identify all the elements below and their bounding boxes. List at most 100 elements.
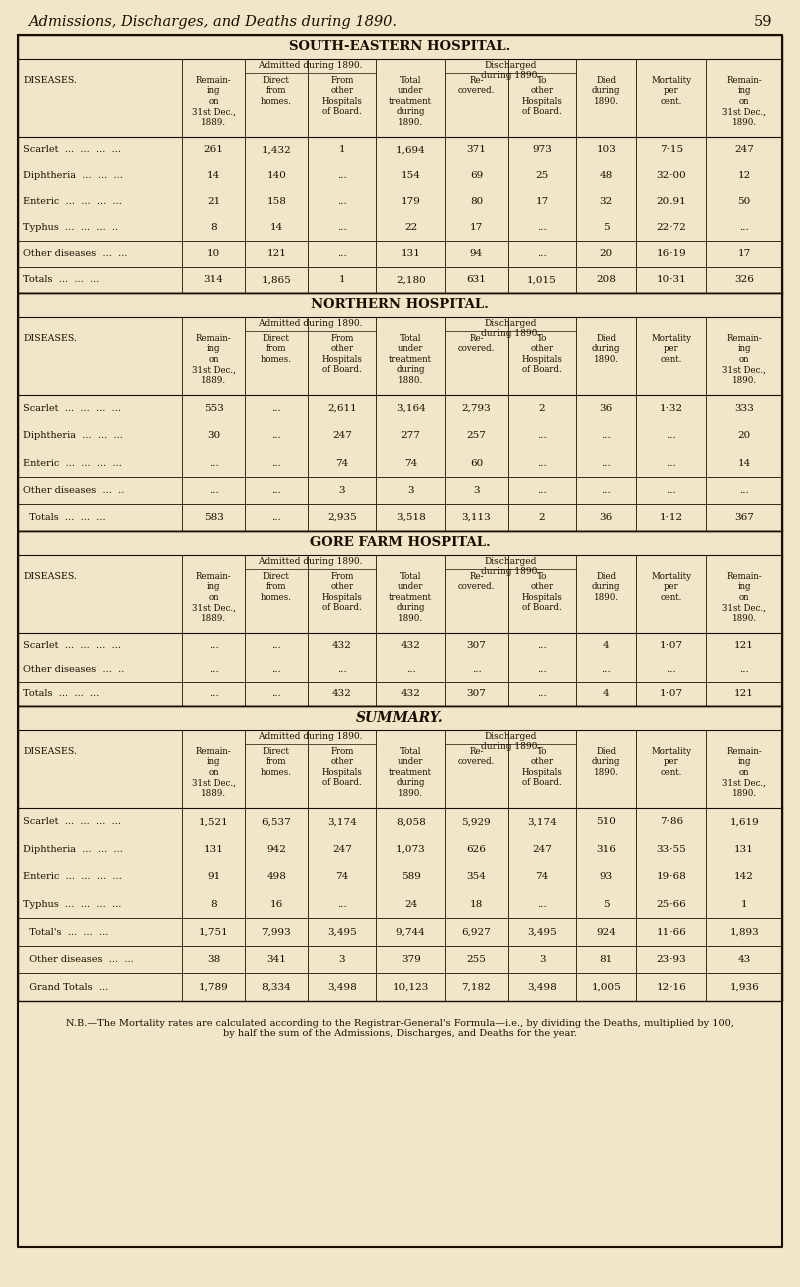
Text: 1,432: 1,432 [262,145,291,154]
Text: Re-
covered.: Re- covered. [458,76,495,95]
Text: 7·15: 7·15 [660,145,682,154]
Text: 17: 17 [535,197,549,206]
Text: 1·12: 1·12 [660,514,682,523]
Text: Total
under
treatment
during
1890.: Total under treatment during 1890. [389,746,432,798]
Text: 25·66: 25·66 [656,900,686,909]
Text: 22: 22 [404,224,418,233]
Text: 10,123: 10,123 [393,983,429,992]
Text: 1·32: 1·32 [660,404,682,413]
Text: ...: ... [538,900,547,909]
Text: 16·19: 16·19 [656,250,686,259]
Text: 8: 8 [210,224,217,233]
Text: 354: 354 [466,873,486,882]
Text: 2,793: 2,793 [462,404,491,413]
Text: 12: 12 [738,171,751,180]
Text: Grand Totals  ...: Grand Totals ... [23,983,108,992]
Text: Enteric  ...  ...  ...  ...: Enteric ... ... ... ... [23,197,122,206]
Text: 32: 32 [600,197,613,206]
Text: Admitted during 1890.: Admitted during 1890. [258,319,363,328]
Text: 333: 333 [734,404,754,413]
Text: ...: ... [602,431,611,440]
Text: 179: 179 [401,197,421,206]
Text: 3: 3 [538,955,546,964]
Text: Scarlet  ...  ...  ...  ...: Scarlet ... ... ... ... [23,817,121,826]
Text: 14: 14 [738,458,751,467]
Text: 11·66: 11·66 [656,928,686,937]
Text: 94: 94 [470,250,483,259]
Text: Scarlet  ...  ...  ...  ...: Scarlet ... ... ... ... [23,641,121,650]
Text: 2: 2 [538,514,546,523]
Text: Totals  ...  ...  ...: Totals ... ... ... [23,514,106,523]
Text: Mortality
per
cent.: Mortality per cent. [651,335,691,364]
Text: 17: 17 [738,250,751,259]
Text: 22·72: 22·72 [656,224,686,233]
Text: 36: 36 [600,514,613,523]
Text: Discharged
during 1890.: Discharged during 1890. [481,732,541,752]
Text: Admissions, Discharges, and Deaths during 1890.: Admissions, Discharges, and Deaths durin… [28,15,397,30]
Text: 10: 10 [207,250,220,259]
Text: 20: 20 [600,250,613,259]
Text: ...: ... [337,171,347,180]
Text: 36: 36 [600,404,613,413]
Text: ...: ... [271,485,281,494]
Text: 261: 261 [204,145,223,154]
Text: 9,744: 9,744 [396,928,426,937]
Text: Direct
from
homes.: Direct from homes. [261,746,292,777]
Text: From
other
Hospitals
of Board.: From other Hospitals of Board. [322,76,362,116]
Text: 589: 589 [401,873,421,882]
Text: Admitted during 1890.: Admitted during 1890. [258,60,363,69]
Text: 12·16: 12·16 [656,983,686,992]
Text: 3: 3 [473,485,480,494]
Bar [18,35,782,293]
Text: 341: 341 [266,955,286,964]
Text: 7·86: 7·86 [660,817,682,826]
Text: ...: ... [666,485,676,494]
Text: Re-
covered.: Re- covered. [458,746,495,766]
Text: ...: ... [271,404,281,413]
Text: 1,865: 1,865 [262,275,291,284]
Text: ...: ... [538,485,547,494]
Text: DISEASES.: DISEASES. [23,76,77,85]
Bar [18,532,782,707]
Text: 103: 103 [596,145,616,154]
Text: ...: ... [666,665,676,674]
Text: 14: 14 [207,171,220,180]
Text: From
other
Hospitals
of Board.: From other Hospitals of Board. [322,746,362,788]
Text: 30: 30 [207,431,220,440]
Text: SUMMARY.: SUMMARY. [356,710,444,725]
Text: 14: 14 [270,224,283,233]
Text: ...: ... [666,458,676,467]
Text: 18: 18 [470,900,483,909]
Text: 326: 326 [734,275,754,284]
Text: 942: 942 [266,844,286,853]
Text: 3,498: 3,498 [327,983,357,992]
Text: ...: ... [271,665,281,674]
Text: Remain-
ing
on
31st Dec.,
1890.: Remain- ing on 31st Dec., 1890. [722,571,766,623]
Text: Total's  ...  ...  ...: Total's ... ... ... [23,928,108,937]
Text: 3,498: 3,498 [527,983,557,992]
Text: GORE FARM HOSPITAL.: GORE FARM HOSPITAL. [310,537,490,550]
Text: 631: 631 [466,275,486,284]
Text: 3,174: 3,174 [327,817,357,826]
Text: 74: 74 [335,873,349,882]
Text: ...: ... [337,900,347,909]
Text: 91: 91 [207,873,220,882]
Text: ...: ... [209,458,218,467]
Text: 247: 247 [532,844,552,853]
Text: Remain-
ing
on
31st Dec.,
1890.: Remain- ing on 31st Dec., 1890. [722,746,766,798]
Text: 5: 5 [603,224,610,233]
Text: Direct
from
homes.: Direct from homes. [261,571,292,602]
Text: Typhus  ...  ...  ...  ...: Typhus ... ... ... ... [23,900,122,909]
Text: 1,015: 1,015 [527,275,557,284]
Text: ...: ... [337,250,347,259]
Text: Died
during
1890.: Died during 1890. [592,746,621,777]
Text: Other diseases  ...  ..: Other diseases ... .. [23,665,124,674]
Text: Other diseases  ...  ..: Other diseases ... .. [23,485,124,494]
Text: 4: 4 [603,690,610,699]
Text: ...: ... [271,431,281,440]
Text: 583: 583 [204,514,223,523]
Text: 23·93: 23·93 [656,955,686,964]
Text: 32·00: 32·00 [656,171,686,180]
Text: 432: 432 [332,690,352,699]
Text: 2,935: 2,935 [327,514,357,523]
